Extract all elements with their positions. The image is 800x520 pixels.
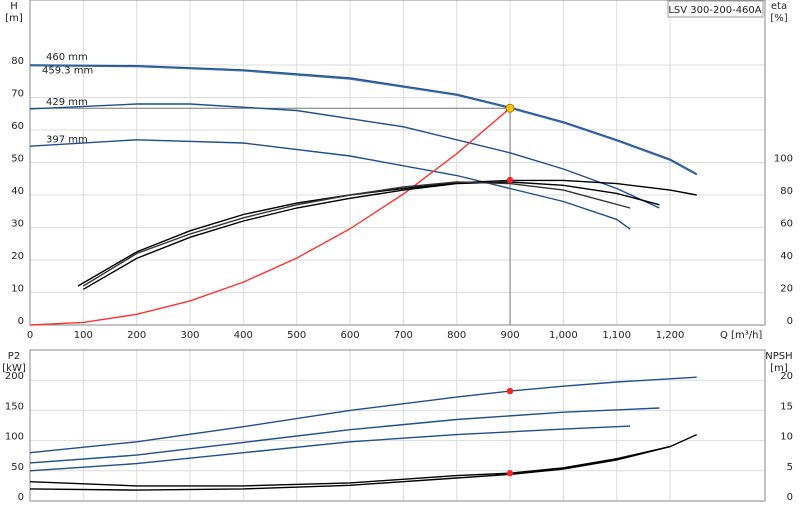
operating-point: [505, 103, 515, 113]
y2-tick-label: 60: [780, 219, 793, 230]
y-tick-label: 40: [11, 186, 24, 197]
y-axis-label: [kW]: [2, 363, 26, 374]
curve: [82, 181, 631, 287]
curve: [29, 376, 697, 454]
y2-axis-label: eta: [771, 1, 787, 12]
curve: [29, 65, 698, 176]
x-tick-label: 100: [74, 330, 93, 341]
plot-frame: [29, 0, 766, 326]
x-tick-label: 1,100: [602, 330, 631, 341]
curve: [29, 139, 631, 230]
y-tick-label: 50: [11, 462, 24, 473]
y-axis-label: H: [10, 1, 18, 12]
y-tick-label: 50: [11, 154, 24, 165]
y-tick-label: 60: [11, 121, 24, 132]
x-tick-label: 800: [447, 330, 466, 341]
curve: [77, 179, 697, 287]
curve-label: 459.3 mm: [42, 66, 93, 77]
y-tick-label: 30: [11, 219, 24, 230]
y2-axis-label: [%]: [770, 13, 787, 24]
y2-tick-label: 80: [780, 186, 793, 197]
x-tick-label: 300: [180, 330, 199, 341]
curve-label: 429 mm: [46, 97, 88, 108]
y-axis-label: [m]: [5, 13, 23, 24]
operating-point: [506, 176, 514, 184]
x-tick-label: 600: [340, 330, 359, 341]
operating-point: [506, 387, 514, 395]
y-tick-label: 0: [18, 316, 24, 327]
y2-axis-label: [m]: [770, 363, 788, 374]
curve: [29, 445, 671, 491]
y-axis-label: P2: [8, 351, 20, 362]
y-tick-label: 70: [11, 89, 24, 100]
x-axis-label: Q [m³/h]: [720, 330, 762, 341]
y2-tick-label: 40: [780, 251, 793, 262]
x-tick-label: 500: [287, 330, 306, 341]
y-tick-label: 200: [5, 371, 24, 382]
y2-tick-label: 100: [774, 154, 793, 165]
curve: [29, 407, 660, 464]
x-tick-label: 700: [394, 330, 413, 341]
y-tick-label: 150: [5, 401, 24, 412]
operating-point: [506, 470, 514, 477]
curve-label: 460 mm: [46, 52, 88, 63]
plot-frame: [29, 349, 766, 502]
legend-box: [667, 0, 764, 18]
curve: [29, 64, 698, 175]
curve: [29, 107, 511, 326]
y2-tick-label: 15: [780, 401, 793, 412]
y-tick-label: 20: [11, 251, 24, 262]
x-tick-label: 900: [500, 330, 519, 341]
x-tick-label: 1,000: [549, 330, 578, 341]
y2-tick-label: 20: [780, 371, 793, 382]
curve: [82, 181, 660, 290]
y2-tick-label: 20: [780, 284, 793, 295]
y2-tick-label: 5: [787, 462, 793, 473]
x-tick-label: 400: [234, 330, 253, 341]
y-tick-label: 0: [18, 492, 24, 503]
y-tick-label: 10: [11, 284, 24, 295]
x-tick-label: 0: [27, 330, 33, 341]
y2-tick-label: 0: [787, 492, 793, 503]
y-tick-label: 80: [11, 56, 24, 67]
y-tick-label: 100: [5, 432, 24, 443]
y2-tick-label: 0: [787, 316, 793, 327]
legend-title: LSV 300-200-460A: [668, 5, 761, 16]
curve: [29, 425, 631, 472]
x-tick-label: 1,200: [656, 330, 685, 341]
y2-axis-label: NPSH: [765, 351, 792, 362]
x-tick-label: 200: [127, 330, 146, 341]
curve-label: 397 mm: [46, 134, 88, 145]
y2-tick-label: 10: [780, 432, 793, 443]
